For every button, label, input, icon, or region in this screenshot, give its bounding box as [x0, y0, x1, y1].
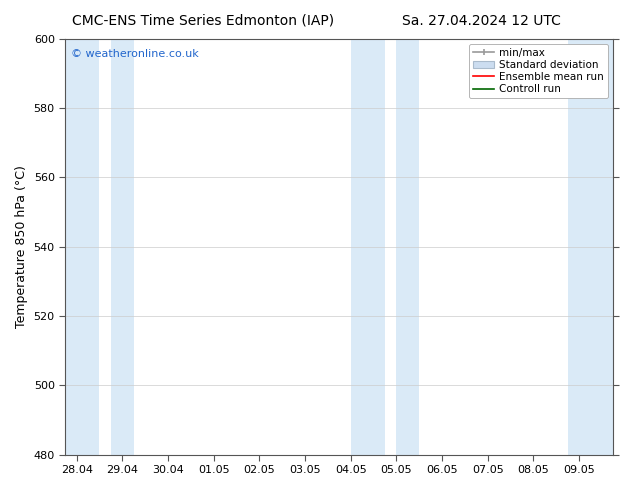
- Text: CMC-ENS Time Series Edmonton (IAP): CMC-ENS Time Series Edmonton (IAP): [72, 14, 334, 28]
- Bar: [396, 39, 419, 455]
- Legend: min/max, Standard deviation, Ensemble mean run, Controll run: min/max, Standard deviation, Ensemble me…: [469, 44, 608, 98]
- Text: Sa. 27.04.2024 12 UTC: Sa. 27.04.2024 12 UTC: [403, 14, 561, 28]
- Bar: [568, 39, 614, 455]
- Bar: [111, 39, 134, 455]
- Bar: [351, 39, 385, 455]
- Bar: [65, 39, 100, 455]
- Text: © weatheronline.co.uk: © weatheronline.co.uk: [71, 49, 198, 59]
- Y-axis label: Temperature 850 hPa (°C): Temperature 850 hPa (°C): [15, 165, 28, 328]
